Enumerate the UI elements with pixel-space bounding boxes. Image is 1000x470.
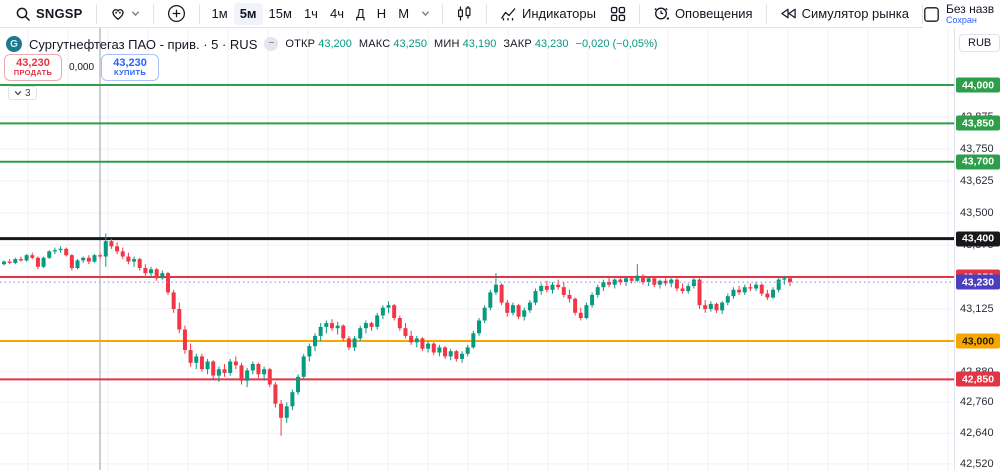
buy-label: КУПИТЬ <box>114 68 147 78</box>
interval-1mo[interactable]: М <box>398 6 410 21</box>
interval-1d[interactable]: Д <box>355 6 365 21</box>
alerts-button[interactable]: Оповещения <box>646 2 760 26</box>
sell-price: 43,230 <box>16 56 50 69</box>
indicators-button[interactable]: Индикаторы <box>493 2 603 26</box>
spread-value: 0,000 <box>69 62 95 73</box>
axis-price-label: 43,850 <box>956 115 1000 131</box>
alerts-label: Оповещения <box>674 6 753 21</box>
close-value: 43,230 <box>534 38 569 50</box>
axis-tick: 42,760 <box>960 396 994 409</box>
high-value: 43,250 <box>393 38 428 50</box>
interval-menu-chevron[interactable] <box>415 3 436 25</box>
low-label: МИН <box>434 38 460 50</box>
change-value: −0,020 (−0,05%) <box>575 38 658 50</box>
sell-button[interactable]: 43,230 ПРОДАТЬ <box>4 54 62 81</box>
toolbar-separator <box>95 3 97 24</box>
axis-tick: 43,500 <box>960 207 994 219</box>
interval-1h[interactable]: 1ч <box>303 6 318 21</box>
symbol-title[interactable]: Сургутнефтегаз ПАО - прив. · 5 · RUS <box>29 36 258 52</box>
buy-button[interactable]: 43,230 КУПИТЬ <box>101 54 160 81</box>
toolbar-separator <box>152 3 154 24</box>
axis-tick: 42,520 <box>960 457 994 470</box>
axis-tick: 43,750 <box>960 143 994 155</box>
axis-price-label: 43,700 <box>956 154 1000 170</box>
layout-square-icon[interactable] <box>923 6 940 23</box>
object-tree-count: 3 <box>25 87 31 99</box>
open-label: ОТКР <box>285 38 316 50</box>
axis-price-label: 42,850 <box>956 371 1000 387</box>
low-value: 43,190 <box>462 38 497 50</box>
interval-1m[interactable]: 1м <box>211 6 228 21</box>
axis-price-label: 43,400 <box>956 231 1000 247</box>
chevron-down-icon <box>131 9 140 18</box>
interval-group: 1м 5м 15м 1ч 4ч Д Н М <box>206 0 450 28</box>
symbol-logo: G <box>6 36 22 52</box>
indicators-icon <box>500 5 517 22</box>
buy-price: 43,230 <box>113 56 147 69</box>
sell-label: ПРОДАТЬ <box>13 68 53 78</box>
alarm-clock-plus-icon <box>653 5 670 22</box>
indicator-templates-button[interactable] <box>603 2 633 26</box>
symbol-ticker: SNGSP <box>36 6 83 21</box>
search-icon <box>15 6 31 22</box>
axis-price-label: 43,230 <box>956 274 1000 290</box>
symbol-info-row[interactable]: G Сургутнефтегаз ПАО - прив. · 5 · RUS −… <box>6 33 657 55</box>
high-label: МАКС <box>358 38 391 50</box>
toolbar-separator <box>486 3 488 24</box>
close-label: ЗАКР <box>503 38 532 50</box>
axis-tick: 43,125 <box>960 303 994 315</box>
simulator-label: Симулятор рынка <box>801 6 909 21</box>
toolbar-separator <box>765 3 767 24</box>
axis-price-label: 43,000 <box>956 333 1000 349</box>
interval-1w[interactable]: Н <box>376 6 387 21</box>
price-axis[interactable]: RUB 43,87543,75043,62543,50043,37543,125… <box>954 28 1000 470</box>
axis-price-label: 44,000 <box>956 77 1000 93</box>
toolbar-separator <box>198 3 200 24</box>
interval-15m[interactable]: 15м <box>268 6 292 21</box>
toolbar-separator <box>638 3 640 24</box>
candlestick-style-icon <box>456 5 473 22</box>
rewind-icon <box>780 6 797 21</box>
ohlc-values: ОТКР 43,200 МАКС 43,250 МИН 43,190 ЗАКР … <box>285 38 657 50</box>
grid-squares-icon <box>610 6 626 22</box>
object-tree-collapse-button[interactable]: 3 <box>8 86 37 100</box>
chart-style-button[interactable] <box>449 2 480 26</box>
axis-tick: 43,625 <box>960 175 994 187</box>
currency-button[interactable]: RUB <box>959 34 1000 52</box>
toolbar-separator <box>922 3 923 24</box>
hide-ohlc-icon[interactable]: − <box>264 37 279 51</box>
toolbar-separator <box>442 3 444 24</box>
indicators-label: Индикаторы <box>522 6 596 21</box>
top-toolbar: SNGSP <box>0 0 1000 28</box>
layout-name[interactable]: Без назв <box>946 2 995 16</box>
plus-circle-icon <box>167 4 186 23</box>
heart-eyes-icon <box>110 6 126 22</box>
interval-5m[interactable]: 5м <box>233 2 263 25</box>
open-value: 43,200 <box>318 38 352 50</box>
symbol-search-button[interactable]: SNGSP <box>8 2 90 26</box>
reactions-button[interactable] <box>103 2 147 26</box>
layout-save-link[interactable]: Сохран <box>946 14 977 25</box>
axis-tick: 42,640 <box>960 427 994 440</box>
market-simulator-button[interactable]: Симулятор рынка <box>773 2 916 26</box>
trade-panel: 43,230 ПРОДАТЬ 0,000 43,230 КУПИТЬ <box>4 54 160 81</box>
compare-add-button[interactable] <box>160 2 193 26</box>
interval-4h[interactable]: 4ч <box>329 6 344 21</box>
